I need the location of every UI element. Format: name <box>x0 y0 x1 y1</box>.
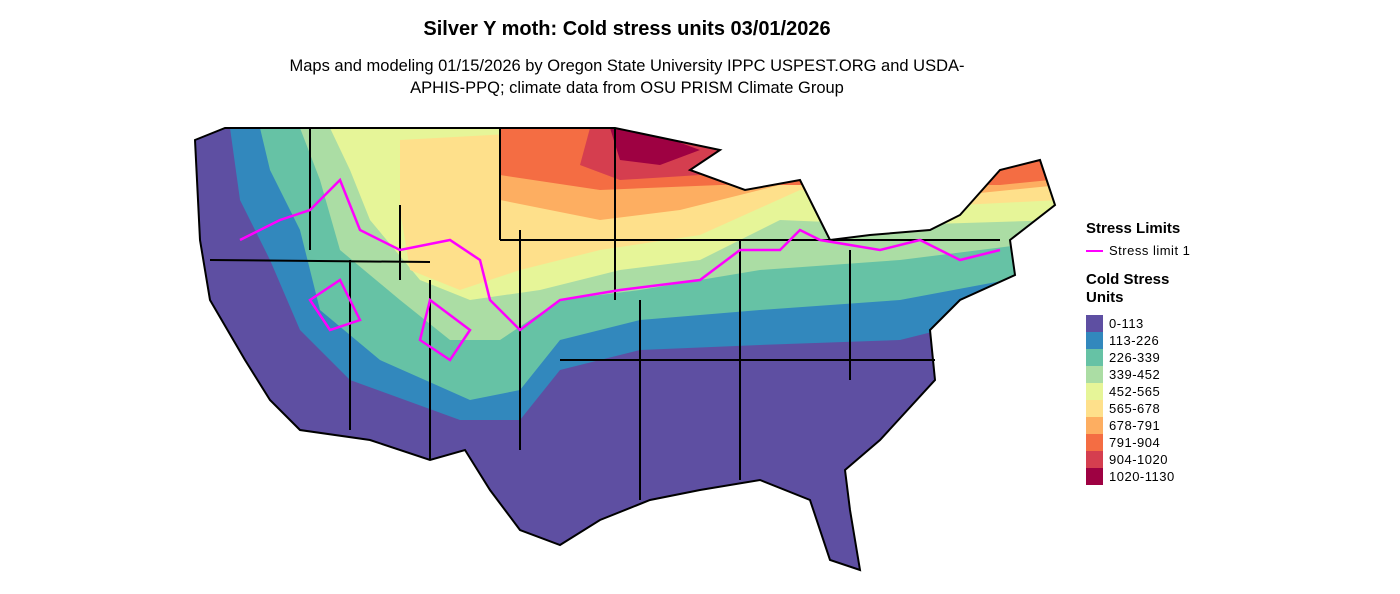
legend-item: 113-226 <box>1086 332 1196 349</box>
legend-swatch <box>1086 332 1103 349</box>
zone <box>610 128 700 165</box>
legend-item: 0-113 <box>1086 315 1196 332</box>
legend-label: 904-1020 <box>1109 452 1168 467</box>
legend-label: 791-904 <box>1109 435 1161 450</box>
legend-swatch <box>1086 400 1103 417</box>
legend-item: 452-565 <box>1086 383 1196 400</box>
legend-item: 339-452 <box>1086 366 1196 383</box>
stress-limit-contour <box>239 177 1001 362</box>
legend-label: 339-452 <box>1109 367 1161 382</box>
legend-label: 678-791 <box>1109 418 1161 433</box>
legend-line <box>1086 249 1103 252</box>
legend-swatch <box>1086 468 1103 485</box>
legend-group: Stress limit 1 <box>1086 242 1196 259</box>
legend-item: Stress limit 1 <box>1086 242 1196 259</box>
legend-label: 565-678 <box>1109 401 1161 416</box>
legend-item: 1020-1130 <box>1086 468 1196 485</box>
legend-item: 791-904 <box>1086 434 1196 451</box>
legend-group: 0-113 113-226 226-339 339-452 452-565 565-678… <box>1086 315 1196 485</box>
title: Silver Y moth: Cold stress units 03/01/2… <box>423 18 831 40</box>
map-fill <box>195 128 1055 570</box>
legend-item: 565-678 <box>1086 400 1196 417</box>
legend-swatch <box>1086 451 1103 468</box>
state-borders <box>209 128 1000 500</box>
legend-swatch <box>1086 383 1103 400</box>
legend-swatch <box>1086 349 1103 366</box>
legend-swatch <box>1086 434 1103 451</box>
subtitle: Maps and modeling 01/15/2026 by Oregon S… <box>289 57 965 97</box>
legend-label: Stress limit 1 <box>1109 243 1191 258</box>
legend-item: 226-339 <box>1086 349 1196 366</box>
legend-title: Stress Limits <box>1086 220 1181 237</box>
legend-label: 1020-1130 <box>1109 469 1175 484</box>
legend-swatch <box>1086 315 1103 332</box>
legend-label: 226-339 <box>1109 350 1161 365</box>
legend-label: 0-113 <box>1109 316 1144 331</box>
legend-swatch <box>1086 366 1103 383</box>
legend-item: 678-791 <box>1086 417 1196 434</box>
legend: Stress Limits Stress limit 1 Cold Stress… <box>1086 220 1196 485</box>
legend-label: 113-226 <box>1109 333 1160 348</box>
legend-title: Cold Stress Units <box>1086 271 1170 306</box>
legend-label: 452-565 <box>1109 384 1161 399</box>
legend-item: 904-1020 <box>1086 451 1196 468</box>
legend-swatch <box>1086 417 1103 434</box>
